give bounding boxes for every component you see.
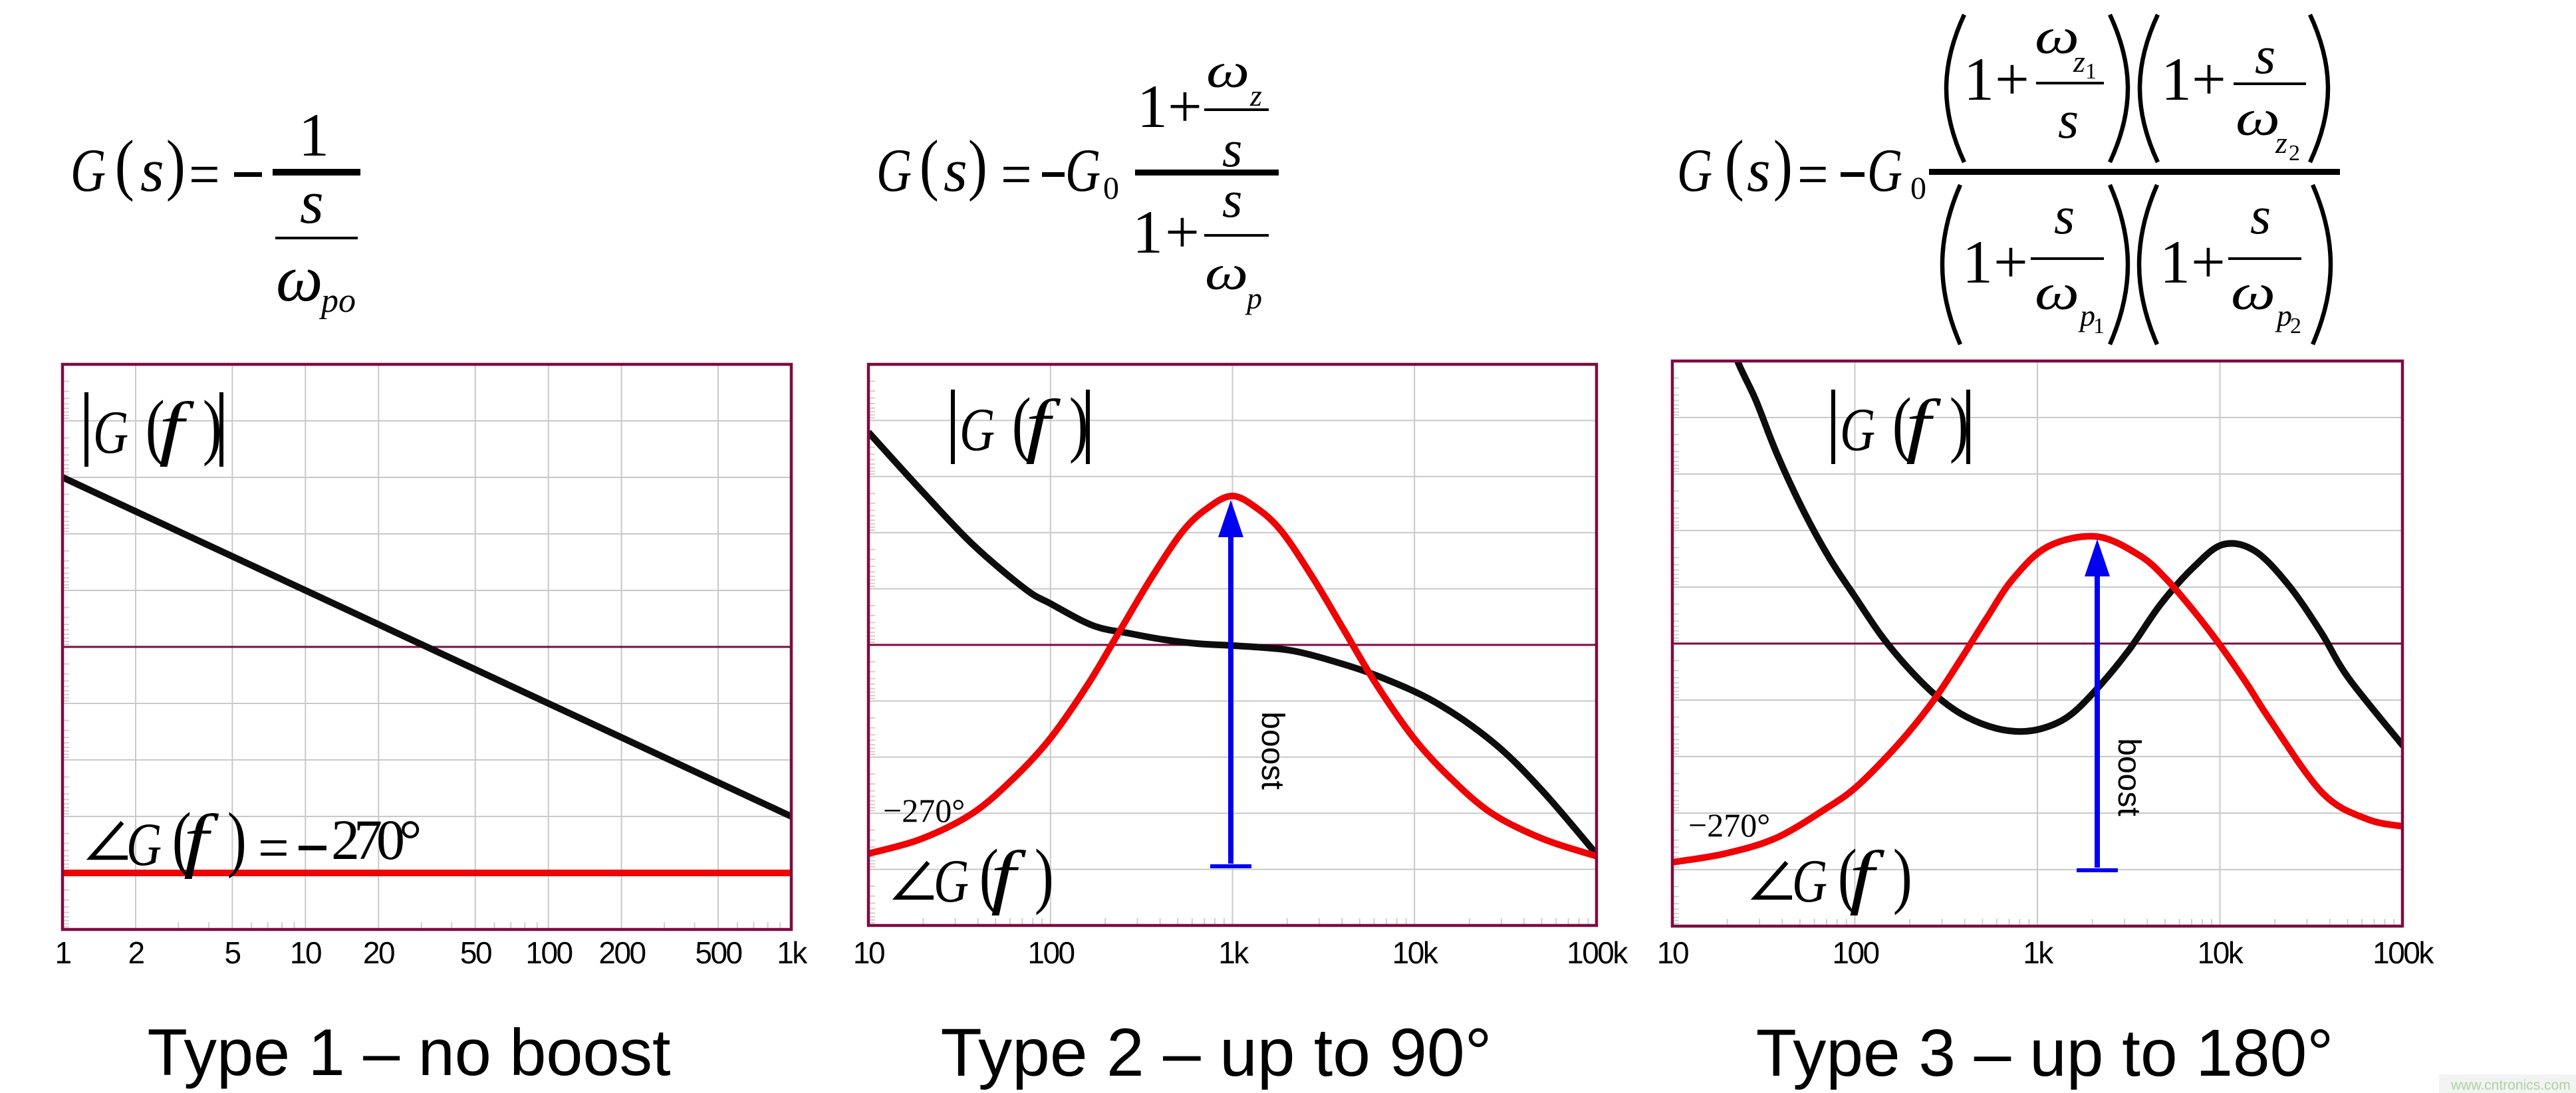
svg-text:5: 5 <box>224 935 240 970</box>
svg-text:100: 100 <box>1027 935 1074 970</box>
svg-text:10: 10 <box>853 935 884 970</box>
svg-text:1k: 1k <box>1218 935 1249 970</box>
svg-text:10k: 10k <box>2198 935 2244 970</box>
svg-text:boost: boost <box>1255 711 1290 789</box>
svg-text:10: 10 <box>290 935 321 970</box>
svg-text:10k: 10k <box>1392 935 1439 970</box>
svg-text:200: 200 <box>598 935 645 970</box>
svg-text:1k: 1k <box>777 935 808 970</box>
svg-text:boost: boost <box>2111 738 2146 816</box>
svg-text:50: 50 <box>460 935 491 970</box>
svg-text:500: 500 <box>695 935 741 970</box>
svg-text:100: 100 <box>1832 935 1878 970</box>
svg-text:10: 10 <box>1657 935 1688 970</box>
svg-text:20: 20 <box>363 935 394 970</box>
svg-text:1k: 1k <box>2023 935 2054 970</box>
svg-text:1: 1 <box>55 935 70 970</box>
svg-text:100: 100 <box>525 935 572 970</box>
svg-text:2: 2 <box>128 935 144 970</box>
svg-text:100k: 100k <box>1567 935 1628 970</box>
svg-text:100k: 100k <box>2373 935 2434 970</box>
